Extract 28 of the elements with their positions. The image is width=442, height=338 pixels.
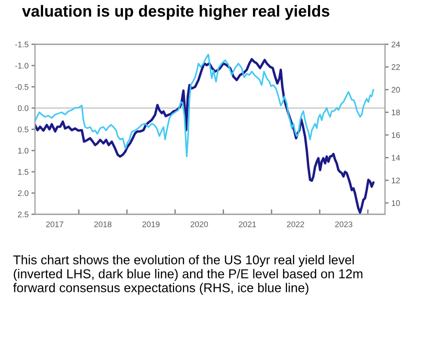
y2-tick-label: 14 xyxy=(392,155,400,161)
x-tick-label: 2018 xyxy=(94,221,112,228)
y2-tick-label: 24 xyxy=(392,42,400,48)
x-tick-label: 2021 xyxy=(238,221,256,228)
y-tick-label: 2.5 xyxy=(18,212,28,218)
y-tick-label: 1.5 xyxy=(18,169,28,175)
y-tick-label: 2.0 xyxy=(18,190,28,196)
y-tick-label: 0.0 xyxy=(18,105,28,112)
x-tick-label: 2022 xyxy=(287,221,304,228)
y2-tick-label: 18 xyxy=(392,110,400,116)
chart-title: valuation is up despite higher real yields xyxy=(22,5,330,20)
line-series xyxy=(35,58,375,214)
y-tick-label: -0.5 xyxy=(15,84,28,90)
y-tick-label: 0.5 xyxy=(18,126,28,132)
x-tick-label: 2017 xyxy=(46,221,64,228)
y2-tick-label: 22 xyxy=(392,64,400,70)
y-tick-label: -1.5 xyxy=(15,42,28,48)
x-tick-label: 2023 xyxy=(335,221,352,228)
y-tick-label: -1.0 xyxy=(15,62,28,69)
x-tick-label: 2019 xyxy=(142,221,160,228)
y2-tick-label: 12 xyxy=(392,178,400,184)
text: This chart shows the evolution of the US 10yr real yield level (inverted LHS, dark blue line) and the P/E level based on 12m forward consensus expectations (RHS, ice blue line) xyxy=(13,255,362,295)
y-tick-label: 1.0 xyxy=(18,148,28,154)
line-series xyxy=(35,54,374,158)
x-tick-label: 2020 xyxy=(190,221,208,228)
y2-tick-label: 10 xyxy=(392,200,400,206)
y2-tick-label: 16 xyxy=(392,132,400,138)
y2-tick-label: 20 xyxy=(392,86,400,93)
